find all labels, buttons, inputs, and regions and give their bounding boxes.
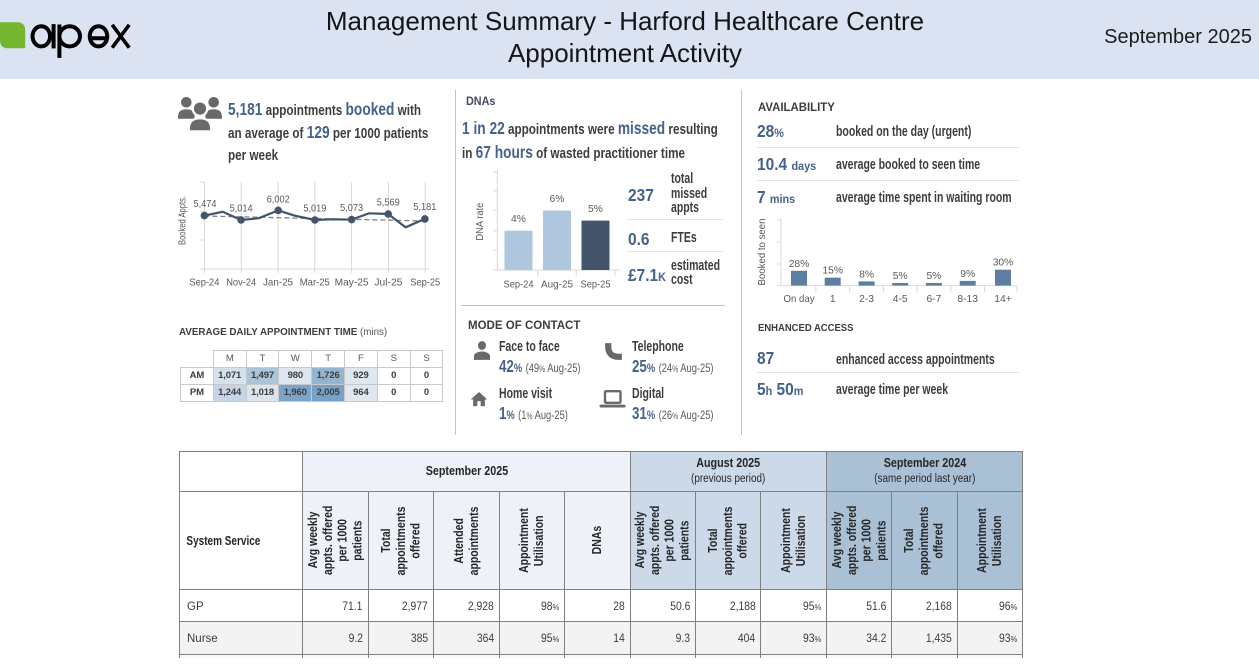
svg-text:4%: 4% [511, 214, 526, 225]
svg-text:5%: 5% [588, 204, 603, 215]
svg-text:Sep-24: Sep-24 [189, 278, 219, 289]
svg-text:8%: 8% [859, 269, 874, 280]
svg-text:6-7: 6-7 [926, 294, 941, 305]
svg-text:Mar-25: Mar-25 [300, 278, 330, 289]
svg-text:Booked to seen: Booked to seen [757, 218, 768, 285]
svg-text:8-13: 8-13 [957, 294, 978, 305]
svg-text:30%: 30% [993, 258, 1014, 269]
svg-text:5,019: 5,019 [303, 203, 326, 214]
svg-text:5%: 5% [893, 271, 908, 282]
svg-text:Jul-25: Jul-25 [374, 278, 402, 289]
svg-text:Nov-24: Nov-24 [226, 278, 256, 289]
svg-text:1: 1 [830, 294, 836, 305]
svg-text:6%: 6% [550, 194, 565, 205]
svg-text:Jan-25: Jan-25 [263, 278, 293, 289]
svg-text:28%: 28% [789, 259, 810, 270]
svg-text:5,569: 5,569 [377, 197, 400, 208]
svg-text:9%: 9% [960, 269, 975, 280]
svg-text:On day: On day [784, 294, 816, 305]
svg-text:4-5: 4-5 [893, 294, 908, 305]
svg-text:5,014: 5,014 [230, 203, 253, 214]
svg-text:Sep-24: Sep-24 [504, 280, 534, 291]
svg-text:Booked Appts.: Booked Appts. [178, 196, 189, 245]
svg-text:15%: 15% [822, 266, 843, 277]
svg-text:6,002: 6,002 [267, 194, 290, 205]
svg-text:5,474: 5,474 [194, 199, 217, 210]
svg-text:Aug-25: Aug-25 [541, 280, 573, 291]
svg-text:Sep-25: Sep-25 [581, 280, 611, 291]
svg-text:Sep-25: Sep-25 [410, 278, 440, 289]
svg-text:14+: 14+ [994, 294, 1011, 305]
svg-text:DNA rate: DNA rate [475, 202, 486, 240]
svg-text:5%: 5% [926, 271, 941, 282]
svg-text:May-25: May-25 [335, 278, 369, 289]
svg-text:5,181: 5,181 [413, 202, 436, 213]
svg-text:2-3: 2-3 [859, 294, 874, 305]
svg-text:5,073: 5,073 [340, 203, 363, 214]
